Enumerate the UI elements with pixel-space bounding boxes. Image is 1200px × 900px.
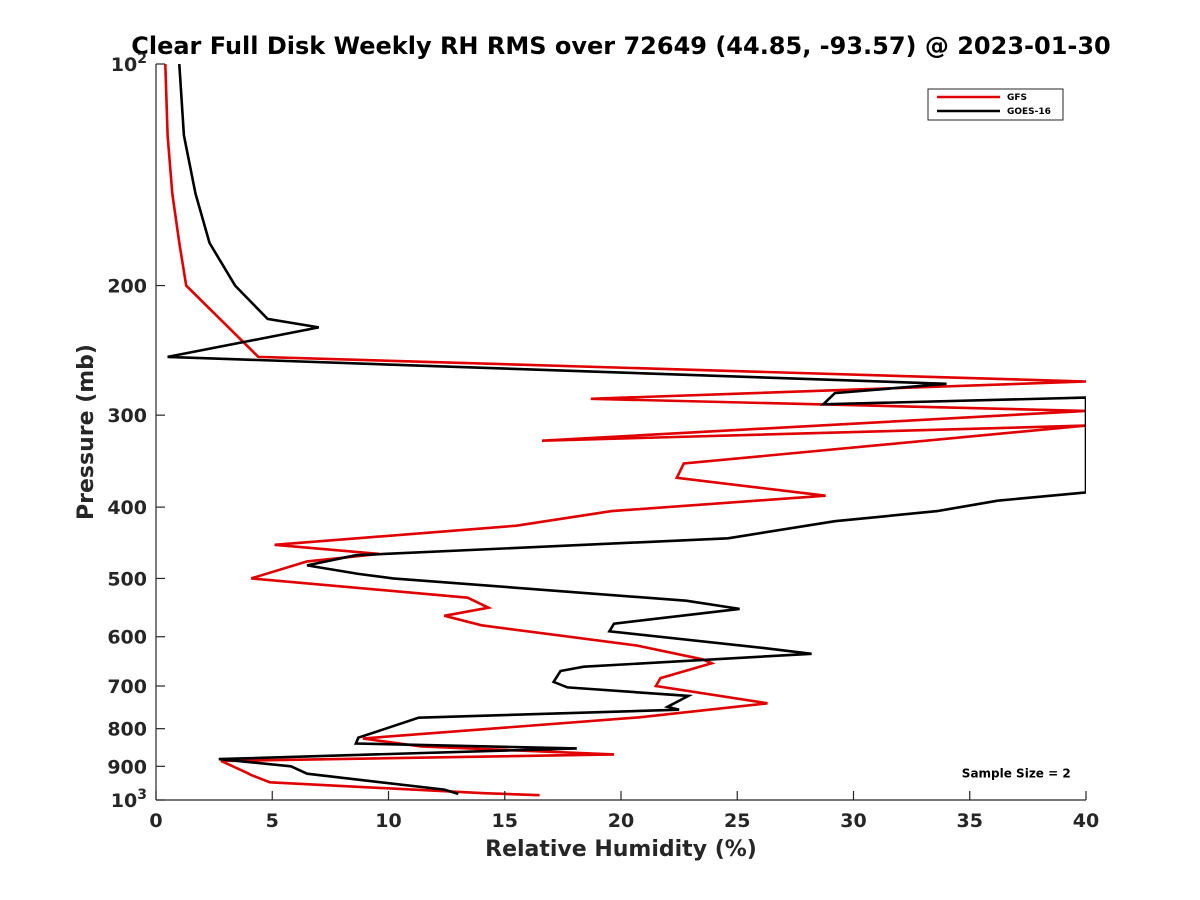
y-tick-label: 500 (107, 568, 147, 590)
x-tick-label: 20 (608, 810, 634, 832)
x-axis-label: Relative Humidity (%) (485, 837, 757, 862)
y-tick-label: 600 (107, 627, 147, 649)
x-tick-label: 30 (840, 810, 866, 832)
x-tick-label: 5 (266, 810, 279, 832)
x-tick-label: 0 (149, 810, 162, 832)
plot-area: 0 5 10 15 20 25 30 35 40 102 200 300 400 500 600 700 80… (107, 51, 1099, 832)
plot-background (156, 64, 1086, 800)
series-line-goes-16 (167, 64, 1086, 796)
y-tick-label: 103 (111, 787, 147, 812)
y-tick-label: 400 (107, 497, 147, 519)
y-tick-label: 900 (107, 756, 147, 778)
y-tick-label: 700 (107, 676, 147, 698)
y-tick-label: 200 (107, 276, 147, 298)
legend-box (927, 88, 1064, 121)
chart-title: Clear Full Disk Weekly RH RMS over 72649… (131, 32, 1111, 60)
y-tick-label: 800 (107, 719, 147, 741)
legend-label-goes-16: GOES-16 (1007, 107, 1051, 117)
x-tick-label: 10 (375, 810, 401, 832)
legend: GFS GOES-16 (927, 88, 1064, 121)
x-tick-label: 35 (957, 810, 983, 832)
x-tick-label: 40 (1073, 810, 1099, 832)
x-tick-label: 25 (724, 810, 750, 832)
sample-size-annotation: Sample Size = 2 (962, 766, 1071, 780)
y-axis-label: Pressure (mb) (74, 344, 99, 520)
y-tick-label: 300 (107, 405, 147, 427)
x-ticks: 0 5 10 15 20 25 30 35 40 (149, 791, 1099, 832)
x-tick-label: 15 (492, 810, 518, 832)
y-tick-label: 102 (111, 51, 147, 76)
y-ticks: 102 200 300 400 500 600 700 800 900 103 (107, 51, 165, 812)
series-layer (164, 64, 1086, 797)
legend-label-gfs: GFS (1007, 93, 1027, 103)
